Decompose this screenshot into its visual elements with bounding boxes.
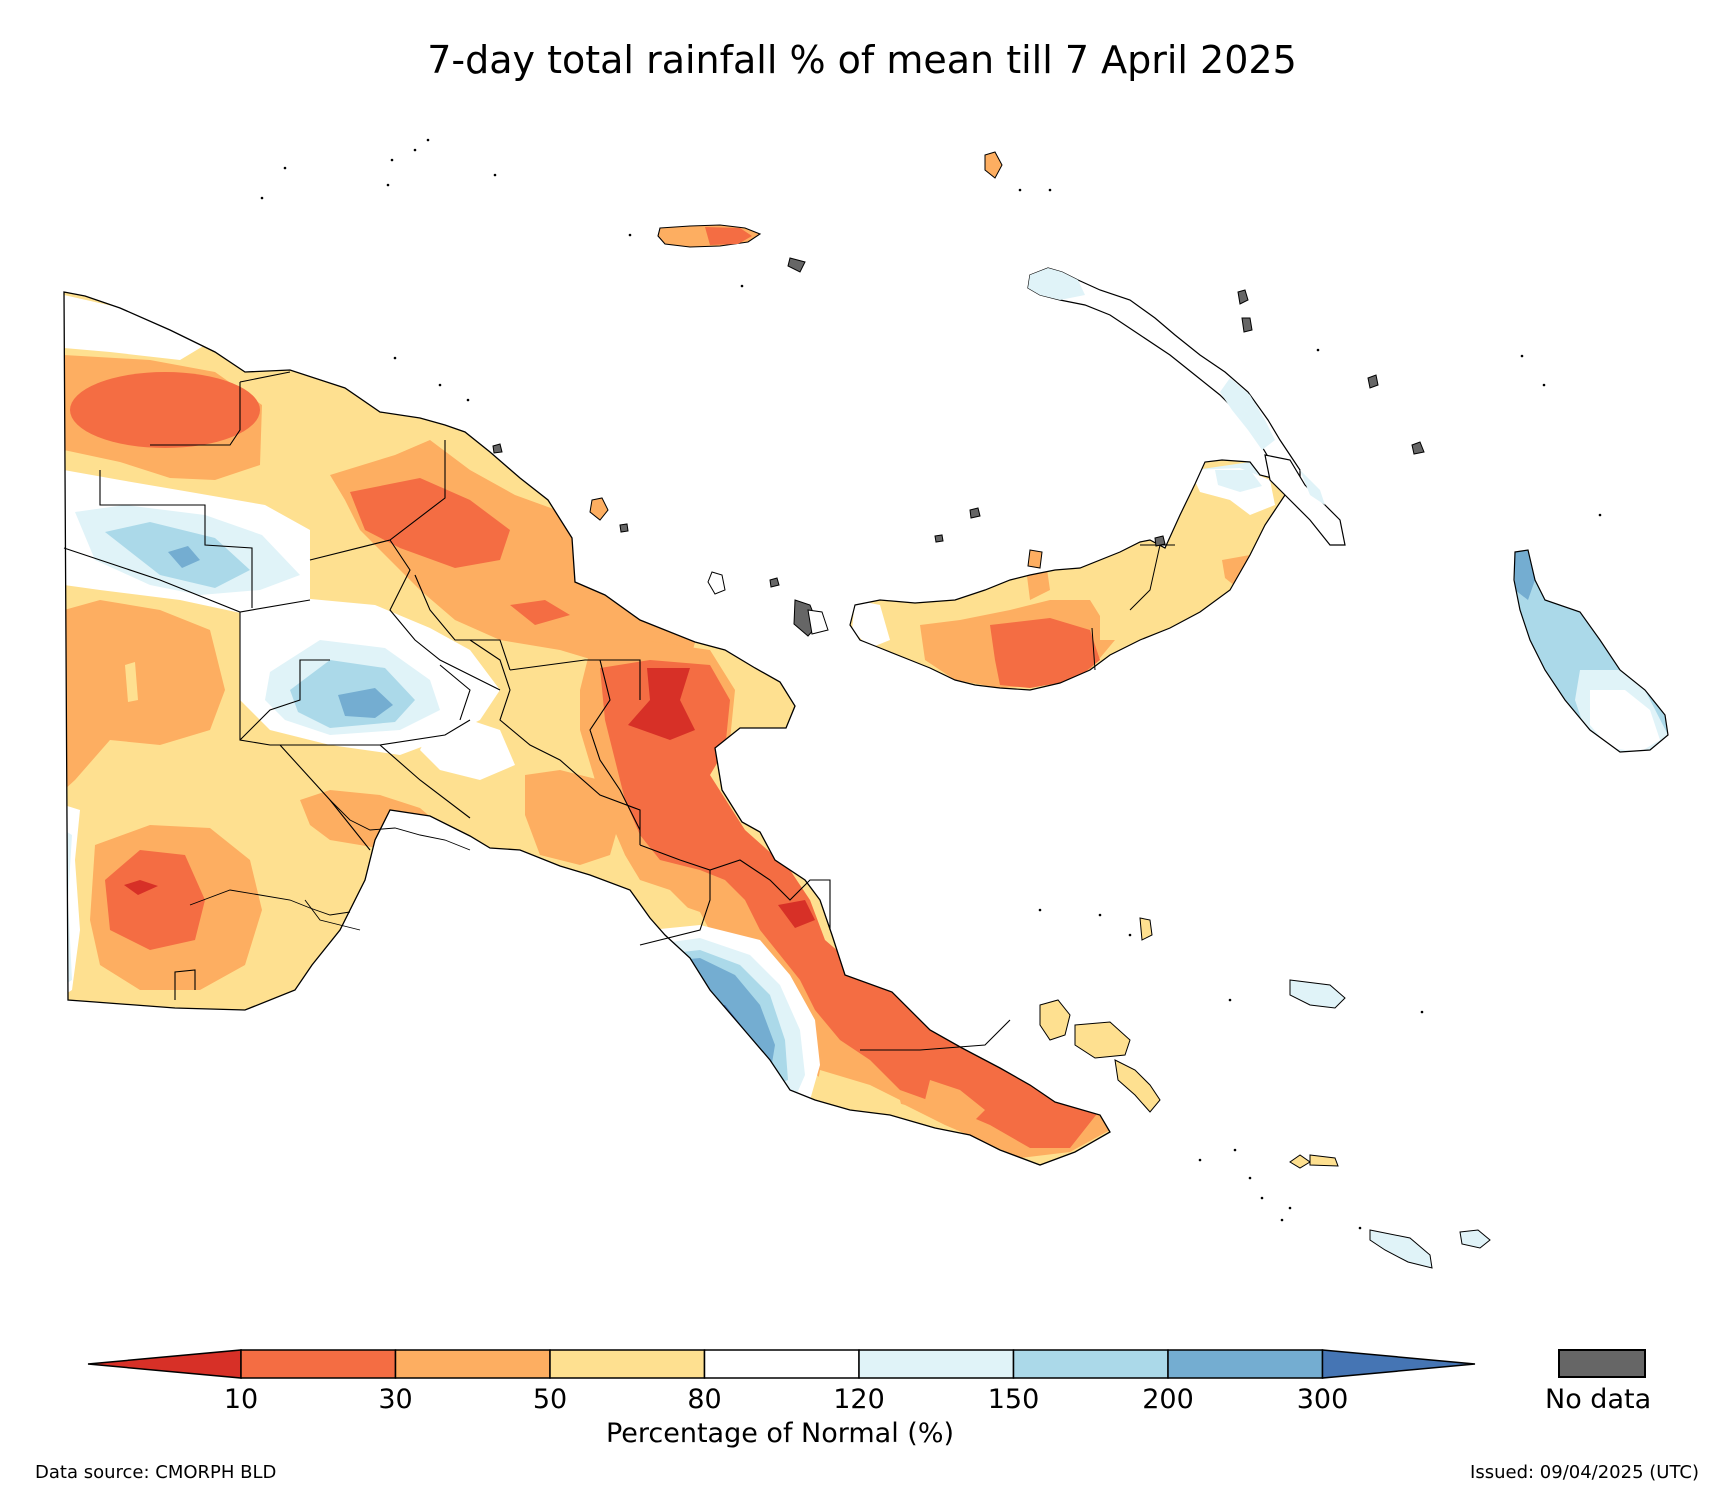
colorbar-tick: 150 [987,1384,1040,1415]
colorbar-bin-3 [549,1349,706,1379]
new-britain-rainfall [850,460,1285,690]
nodata-label: No data [1545,1384,1652,1415]
colorbar-bin-8 [1321,1349,1476,1379]
colorbar-bin-2 [394,1349,551,1379]
colorbar-label: Percentage of Normal (%) [605,1418,955,1449]
colorbar-bin-0 [87,1349,242,1379]
data-source: Data source: CMORPH BLD [35,1462,277,1483]
issued-date: Issued: 09/04/2025 (UTC) [1470,1462,1699,1483]
mainland-coastline [63,291,1111,1166]
colorbar-tick: 200 [1142,1384,1194,1415]
colorbar-bin-4 [703,1349,860,1379]
colorbar-tick: 30 [378,1384,413,1415]
colorbar-tick: 50 [532,1384,568,1415]
new-ireland [1027,267,1301,481]
colorbar-tick: 80 [687,1384,722,1415]
colorbar-tick: 120 [833,1384,885,1415]
colorbar-bin-5 [858,1349,1015,1379]
bougainville-coastline [1513,549,1669,753]
colorbar-tick: 300 [1296,1384,1349,1415]
colorbar-bin-1 [240,1349,397,1379]
nodata-swatch [1558,1349,1646,1378]
map-title: 7-day total rainfall % of mean till 7 Ap… [427,38,1297,82]
islet-dots [260,138,1602,1230]
province-boundaries [63,371,1011,1051]
colorbar-tick: 10 [223,1384,259,1415]
colorbar-bin-6 [1012,1349,1169,1379]
nodata-islands [492,289,1425,588]
river-estuary [189,799,471,931]
colorbar [87,1349,1476,1379]
colorbar-bin-7 [1167,1349,1324,1379]
mainland-rainfall [64,292,1110,1165]
